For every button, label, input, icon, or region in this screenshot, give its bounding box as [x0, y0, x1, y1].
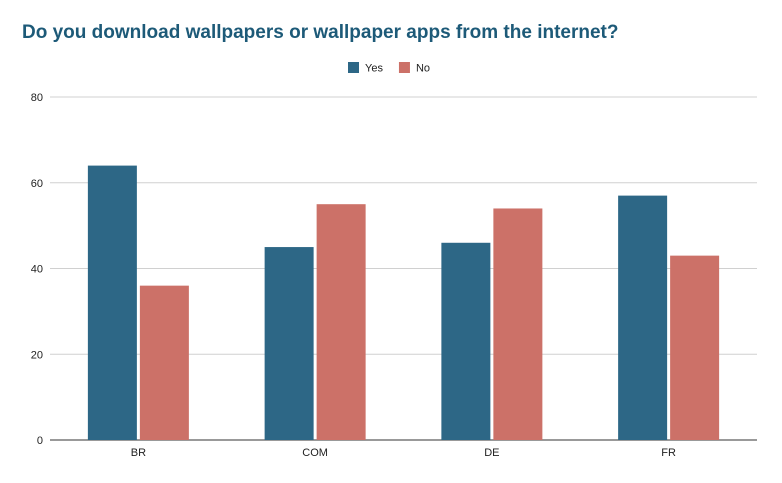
- y-tick-label: 60: [31, 178, 43, 190]
- x-axis-ticks: BR COM DE FR: [131, 447, 676, 459]
- x-tick-label: DE: [484, 447, 499, 459]
- legend-swatch-yes: [348, 62, 359, 73]
- bar-yes-com: [264, 247, 314, 440]
- bar-no-de: [493, 208, 543, 440]
- y-axis-ticks: 0 20 40 60 80: [31, 92, 43, 447]
- bar-no-fr: [670, 255, 720, 440]
- bar-yes-de: [441, 242, 491, 440]
- legend-label-yes: Yes: [365, 63, 383, 75]
- legend-label-no: No: [416, 63, 430, 75]
- bars: [87, 165, 720, 440]
- legend-swatch-no: [398, 62, 410, 73]
- bar-no-br: [139, 285, 189, 440]
- bar-yes-fr: [618, 195, 668, 440]
- bar-no-com: [316, 204, 366, 440]
- y-tick-label: 40: [31, 264, 43, 276]
- legend: Yes No: [348, 62, 430, 75]
- bar-yes-br: [87, 165, 137, 440]
- chart-title: Do you download wallpapers or wallpaper …: [22, 22, 619, 43]
- x-tick-label: BR: [131, 447, 146, 459]
- x-tick-label: COM: [302, 447, 328, 459]
- x-tick-label: FR: [661, 447, 676, 459]
- y-tick-label: 0: [37, 435, 43, 447]
- y-tick-label: 20: [31, 349, 43, 361]
- y-tick-label: 80: [31, 92, 43, 104]
